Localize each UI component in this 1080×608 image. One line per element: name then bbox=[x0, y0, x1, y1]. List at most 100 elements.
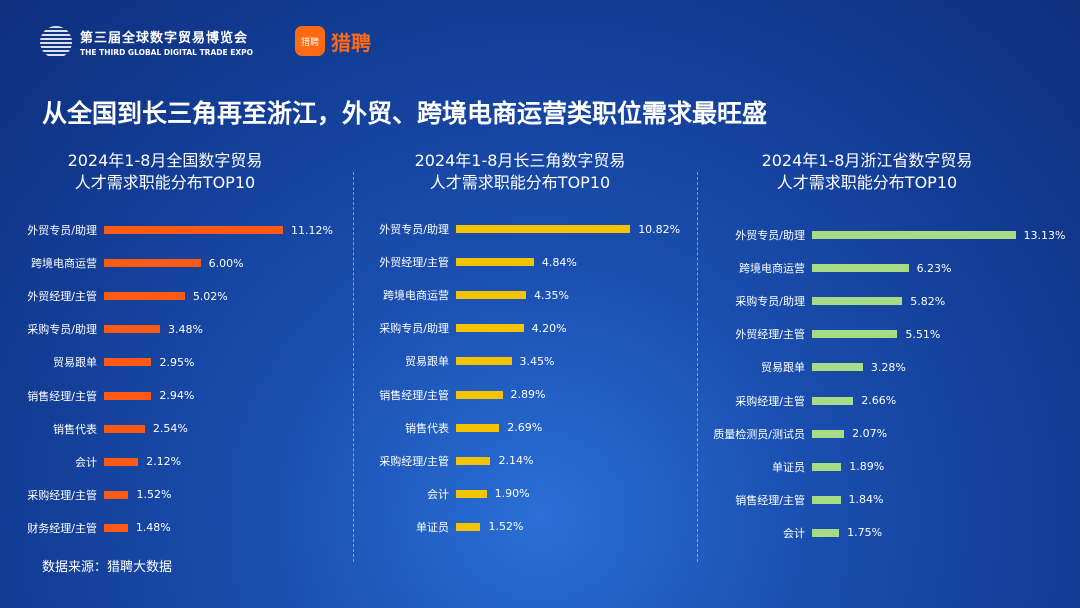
value-label: 2.54% bbox=[152, 422, 188, 436]
value-label: 1.75% bbox=[847, 526, 883, 540]
chart-title-line: 2024年1-8月全国数字贸易 bbox=[67, 151, 263, 170]
category-label: 单证员 bbox=[0, 460, 805, 474]
bar bbox=[456, 390, 503, 399]
category-label: 贸易跟单 bbox=[0, 355, 97, 369]
value-label: 1.52% bbox=[488, 520, 524, 534]
bar bbox=[456, 423, 500, 432]
bar bbox=[104, 325, 161, 334]
bar bbox=[104, 424, 145, 433]
bar bbox=[456, 291, 527, 300]
chart-title: 2024年1-8月全国数字贸易 人才需求职能分布TOP10 bbox=[0, 150, 335, 194]
category-label-text: 单证员 bbox=[772, 460, 805, 474]
category-label-text: 会计 bbox=[783, 526, 805, 540]
liepin-icon: 猎聘 bbox=[295, 26, 325, 56]
value-label: 1.89% bbox=[849, 460, 885, 474]
bar bbox=[104, 457, 139, 466]
bar bbox=[104, 523, 128, 532]
category-label-text: 销售经理/主管 bbox=[379, 388, 449, 402]
value-label: 2.66% bbox=[861, 394, 897, 407]
data-source: 数据来源：猎聘大数据 bbox=[42, 560, 173, 575]
category-label: 外贸经理/主管 bbox=[0, 255, 449, 269]
expo-logo: 第三届全球数字贸易博览会 THE THIRD GLOBAL DIGITAL TR… bbox=[40, 26, 253, 58]
bar bbox=[104, 391, 152, 400]
value-label: 5.02% bbox=[192, 289, 228, 303]
expo-name-en: THE THIRD GLOBAL DIGITAL TRADE EXPO bbox=[80, 48, 254, 57]
category-label-text: 跨境电商运营 bbox=[31, 257, 97, 271]
value-label: 6.00% bbox=[208, 256, 244, 270]
category-label: 销售经理/主管 bbox=[0, 389, 97, 403]
bar bbox=[812, 495, 841, 504]
category-label: 采购经理/主管 bbox=[0, 488, 97, 502]
value-label: 3.45% bbox=[519, 354, 555, 368]
bar bbox=[812, 264, 909, 273]
category-label: 采购专员/助理 bbox=[0, 294, 805, 308]
chart-title-line: 人才需求职能分布TOP10 bbox=[776, 173, 958, 192]
category-label: 跨境电商运营 bbox=[0, 256, 97, 270]
category-label: 单证员 bbox=[0, 520, 449, 534]
category-label-text: 采购经理/主管 bbox=[27, 488, 97, 502]
bar bbox=[812, 429, 845, 438]
value-label: 4.20% bbox=[531, 321, 567, 335]
value-label: 4.35% bbox=[534, 288, 569, 302]
category-label-text: 外贸专员/助理 bbox=[735, 229, 805, 242]
value-label: 13.13% bbox=[1023, 228, 1066, 242]
category-label-text: 销售代表 bbox=[53, 422, 97, 436]
category-label: 会计 bbox=[0, 526, 805, 540]
page-title: 从全国到长三角再至浙江，外贸、跨境电商运营类职位需求最旺盛 bbox=[42, 99, 768, 128]
category-label: 销售代表 bbox=[0, 422, 97, 436]
category-label-text: 外贸经理/主管 bbox=[735, 328, 805, 342]
value-label: 2.95% bbox=[159, 355, 195, 369]
value-label: 10.82% bbox=[638, 222, 681, 236]
category-label-text: 采购专员/助理 bbox=[27, 323, 97, 337]
bar bbox=[104, 259, 201, 268]
category-label: 财务经理/主管 bbox=[0, 521, 97, 535]
category-label-text: 采购经理/主管 bbox=[379, 454, 449, 468]
bar bbox=[456, 522, 481, 531]
value-label: 2.94% bbox=[159, 389, 195, 402]
value-label: 2.14% bbox=[498, 454, 534, 468]
category-label: 跨境电商运营 bbox=[0, 261, 805, 275]
category-label-text: 贸易跟单 bbox=[53, 356, 97, 370]
bar bbox=[812, 330, 898, 339]
category-label-text: 销售经理/主管 bbox=[27, 389, 97, 403]
bar bbox=[456, 258, 534, 267]
value-label: 6.23% bbox=[916, 261, 952, 275]
chart-title-line: 2024年1-8月长三角数字贸易 bbox=[414, 151, 626, 170]
category-label: 采购专员/助理 bbox=[0, 321, 449, 335]
category-label-text: 会计 bbox=[427, 487, 449, 501]
chart-title-line: 2024年1-8月浙江省数字贸易 bbox=[761, 151, 973, 170]
category-label-text: 贸易跟单 bbox=[761, 361, 805, 375]
value-label: 2.69% bbox=[507, 421, 543, 435]
category-label: 贸易跟单 bbox=[0, 360, 805, 374]
bar bbox=[812, 231, 1016, 239]
bar bbox=[104, 292, 185, 301]
chart-title: 2024年1-8月长三角数字贸易 人才需求职能分布TOP10 bbox=[350, 150, 690, 194]
category-label-text: 财务经理/主管 bbox=[27, 521, 97, 535]
value-label: 1.48% bbox=[135, 521, 171, 535]
value-label: 2.07% bbox=[852, 427, 888, 441]
category-label-text: 会计 bbox=[75, 455, 97, 469]
category-label-text: 外贸专员/助理 bbox=[27, 224, 97, 237]
category-label-text: 采购经理/主管 bbox=[735, 394, 805, 408]
value-label: 1.52% bbox=[136, 488, 172, 502]
chart-title-line: 人才需求职能分布TOP10 bbox=[429, 173, 611, 192]
value-label: 2.12% bbox=[146, 455, 182, 469]
value-label: 11.12% bbox=[291, 223, 333, 237]
category-label: 贸易跟单 bbox=[0, 354, 449, 368]
category-label: 销售经理/主管 bbox=[0, 493, 805, 507]
divider bbox=[353, 172, 354, 562]
category-label: 采购经理/主管 bbox=[0, 454, 449, 468]
value-label: 1.90% bbox=[494, 487, 530, 501]
bar bbox=[812, 297, 903, 306]
category-label: 质量检测员/测试员 bbox=[0, 427, 805, 441]
bar bbox=[456, 489, 487, 498]
category-label-text: 跨境电商运营 bbox=[383, 289, 449, 303]
category-label: 采购专员/助理 bbox=[0, 322, 97, 336]
category-label-text: 外贸专员/助理 bbox=[379, 223, 449, 236]
category-label: 销售经理/主管 bbox=[0, 388, 449, 402]
bar bbox=[456, 456, 491, 465]
liepin-brand: 猎聘 bbox=[331, 30, 371, 55]
category-label: 跨境电商运营 bbox=[0, 288, 449, 302]
value-label: 1.84% bbox=[848, 493, 884, 507]
category-label: 会计 bbox=[0, 487, 449, 501]
